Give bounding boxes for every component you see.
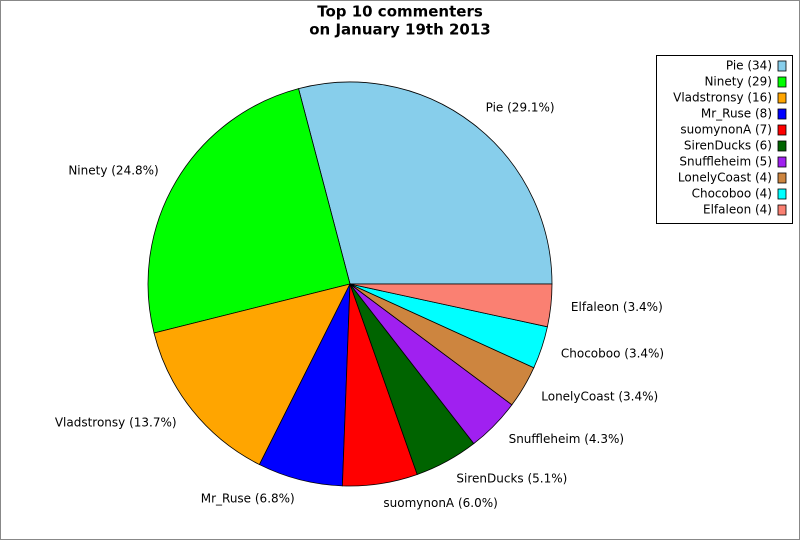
- legend-swatch: [777, 156, 787, 168]
- chart-title: on January 19th 2013: [309, 21, 490, 39]
- legend-label: suomynonA (7): [680, 123, 772, 137]
- legend-swatch: [777, 124, 787, 136]
- legend-swatch: [777, 108, 787, 120]
- slice-label: Pie (29.1%): [486, 101, 555, 115]
- slice-label: Chocoboo (3.4%): [561, 346, 664, 360]
- legend-label: Mr_Ruse (8): [701, 107, 772, 121]
- legend-label: SirenDucks (6): [684, 139, 772, 153]
- legend-label: Snuffleheim (5): [679, 155, 772, 169]
- legend-swatch: [777, 60, 787, 72]
- legend-swatch: [777, 172, 787, 184]
- chart-title: Top 10 commenters: [317, 3, 483, 21]
- slice-label: SirenDucks (5.1%): [456, 472, 567, 486]
- slice-label: Vladstronsy (13.7%): [55, 415, 177, 429]
- slice-label: suomynonA (6.0%): [383, 496, 497, 510]
- pie-slice: [349, 283, 553, 328]
- legend-swatch: [777, 188, 787, 200]
- slice-label: Ninety (24.8%): [68, 163, 158, 177]
- legend-label: Ninety (29): [704, 75, 772, 89]
- legend-label: Pie (34): [726, 59, 772, 73]
- slice-label: Mr_Ruse (6.8%): [201, 492, 295, 506]
- legend-label: Vladstronsy (16): [673, 91, 772, 105]
- legend-swatch: [777, 76, 787, 88]
- legend-box: [656, 55, 793, 224]
- slice-label: Snuffleheim (4.3%): [509, 432, 624, 446]
- pie-slice: [298, 81, 553, 285]
- pie-slice: [153, 283, 351, 466]
- legend-label: LonelyCoast (4): [678, 171, 772, 185]
- legend-swatch: [777, 92, 787, 104]
- pie-slice: [147, 88, 351, 334]
- legend-swatch: [777, 140, 787, 152]
- legend-label: Elfaleon (4): [703, 203, 772, 217]
- slice-label: LonelyCoast (3.4%): [541, 390, 658, 404]
- legend-swatch: [777, 204, 787, 216]
- slice-label: Elfaleon (3.4%): [571, 300, 663, 314]
- legend-label: Chocoboo (4): [692, 187, 772, 201]
